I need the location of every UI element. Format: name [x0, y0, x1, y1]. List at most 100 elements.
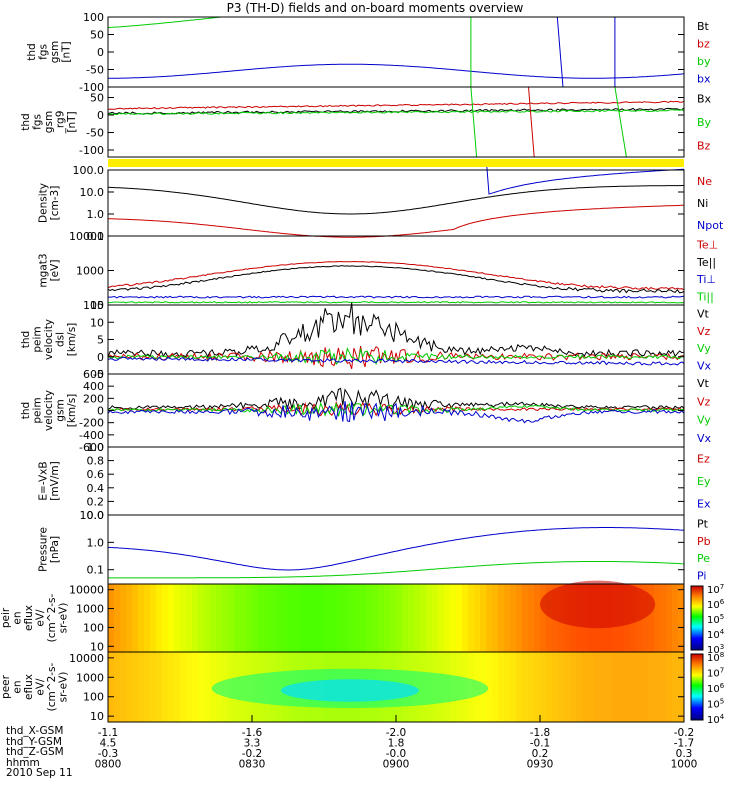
- y-axis-label: thdpeirenefluxeV/(cm^2-s-sr-eV): [0, 593, 70, 642]
- y-tick-label: 0.6: [87, 468, 105, 481]
- heatmap-cell: [396, 584, 403, 652]
- heatmap-min-flux: [280, 679, 420, 702]
- y-axis-label-line: sr-eV): [58, 603, 70, 634]
- panel-frame: [107, 514, 685, 585]
- x-tick-label-z: -0.0: [386, 748, 407, 760]
- heatmap-cell: [480, 584, 487, 652]
- legend-ni: Ni: [697, 197, 708, 210]
- y-tick-label: 0.8: [87, 455, 105, 468]
- y-tick-label: 100: [83, 691, 104, 704]
- heatmap-cell: [108, 584, 115, 652]
- heatmap-cell: [540, 584, 547, 652]
- heatmap-cell: [126, 584, 133, 652]
- heatmap-cell: [576, 652, 583, 722]
- y-tick-label: 50: [90, 92, 104, 105]
- legend-ex: Ex: [697, 498, 711, 511]
- heatmap-cell: [132, 652, 139, 722]
- heatmap-cell: [120, 652, 127, 722]
- trace-vx: [108, 401, 684, 424]
- trace-spike: [528, 86, 535, 158]
- heatmap-cell: [114, 652, 121, 722]
- y-tick-label: 10: [90, 640, 104, 653]
- y-axis-label-line: dsl: [55, 332, 67, 347]
- y-tick-label: 10000: [69, 652, 104, 665]
- heatmap-cell: [582, 652, 589, 722]
- heatmap-cell: [648, 584, 655, 652]
- legend-bx: bx: [697, 72, 711, 85]
- heatmap-cell: [354, 584, 361, 652]
- y-axis-label-line: peer: [0, 674, 12, 699]
- heatmap-cell: [204, 584, 211, 652]
- x-tick-label-y: 1.8: [388, 738, 405, 750]
- x-tick-label-t: 0900: [383, 759, 410, 771]
- colorbar: [690, 653, 704, 721]
- x-tick-label-t: 0800: [95, 759, 122, 771]
- legend-vx: Vx: [697, 432, 712, 445]
- heatmap-cell: [456, 584, 463, 652]
- x-tick-label-x: -2.0: [386, 727, 407, 739]
- colorbar-exponent: 5: [720, 613, 724, 621]
- legend-bz: bz: [697, 37, 710, 50]
- heatmap-cell: [192, 584, 199, 652]
- heatmap-cell: [534, 652, 541, 722]
- colorbar-label: 105: [707, 613, 724, 626]
- colorbar-exponent: 6: [720, 682, 725, 690]
- x-tick-label-z: -0.2: [242, 748, 263, 760]
- heatmap-cell: [528, 652, 535, 722]
- y-axis-label-line: [nT]: [66, 111, 78, 132]
- y-axis-label: thd fgs gsm _rg9 [nT]: [20, 111, 78, 135]
- y-tick-label: 200: [83, 392, 104, 405]
- heatmap-cell: [114, 584, 121, 652]
- y-tick-label: 5: [97, 334, 104, 347]
- legend-bz: Bz: [697, 139, 711, 152]
- x-tick-label-t: 0830: [239, 759, 266, 771]
- heatmap-cell: [276, 584, 283, 652]
- heatmap-cell: [150, 652, 157, 722]
- panel-frame: [107, 16, 685, 88]
- colorbar-exponent: 5: [720, 698, 724, 706]
- ephemeris-label: thd_X-GSM: [6, 725, 64, 737]
- heatmap-cell: [348, 584, 355, 652]
- heatmap-cell: [324, 584, 331, 652]
- y-axis-label: Pressure [nPa]: [37, 527, 61, 572]
- y-tick-label: 10: [90, 710, 104, 723]
- heatmap-cell: [594, 652, 601, 722]
- heatmap-cell: [666, 652, 673, 722]
- legend-ti⊥: Ti⊥: [696, 273, 716, 286]
- heatmap-cell: [498, 584, 505, 652]
- legend-vt: Vt: [697, 308, 710, 321]
- heatmap-cell: [600, 652, 607, 722]
- heatmap-cell: [408, 584, 415, 652]
- y-axis-label-line: gsm: [43, 111, 55, 133]
- heatmap-cell: [462, 584, 469, 652]
- legend-vt: Vt: [697, 377, 710, 390]
- plot-title: P3 (TH-D) fields and on-board moments ov…: [226, 1, 524, 15]
- trace-ni: [108, 185, 684, 215]
- colorbar-label: 106: [707, 682, 725, 695]
- y-tick-label: 100: [83, 11, 104, 24]
- y-axis-label-line: peim: [32, 326, 44, 352]
- y-tick-label: 1.0: [87, 441, 105, 454]
- y-tick-label: 0: [97, 46, 104, 59]
- trace-pi: [108, 527, 684, 571]
- y-tick-label: -400: [79, 429, 104, 442]
- y-axis-label-line: thd: [20, 113, 32, 130]
- heatmap-cell: [546, 584, 553, 652]
- heatmap-cell: [108, 652, 115, 722]
- heatmap-cell: [624, 652, 631, 722]
- heatmap-cell: [312, 584, 319, 652]
- y-axis-label: Density [cm-3]: [37, 183, 61, 223]
- heatmap-cell: [432, 584, 439, 652]
- heatmap-cell: [510, 584, 517, 652]
- heatmap-cell: [132, 584, 139, 652]
- heatmap-cell: [372, 584, 379, 652]
- y-tick-label: 1.0: [87, 208, 105, 221]
- legend-bt: Bt: [697, 20, 710, 33]
- heatmap-cell: [444, 584, 451, 652]
- heatmap-cell: [468, 584, 475, 652]
- trace-vt: [108, 302, 684, 358]
- colorbar-exponent: 3: [720, 643, 724, 651]
- colorbar-exponent: 7: [720, 583, 724, 591]
- heatmap-cell: [630, 652, 637, 722]
